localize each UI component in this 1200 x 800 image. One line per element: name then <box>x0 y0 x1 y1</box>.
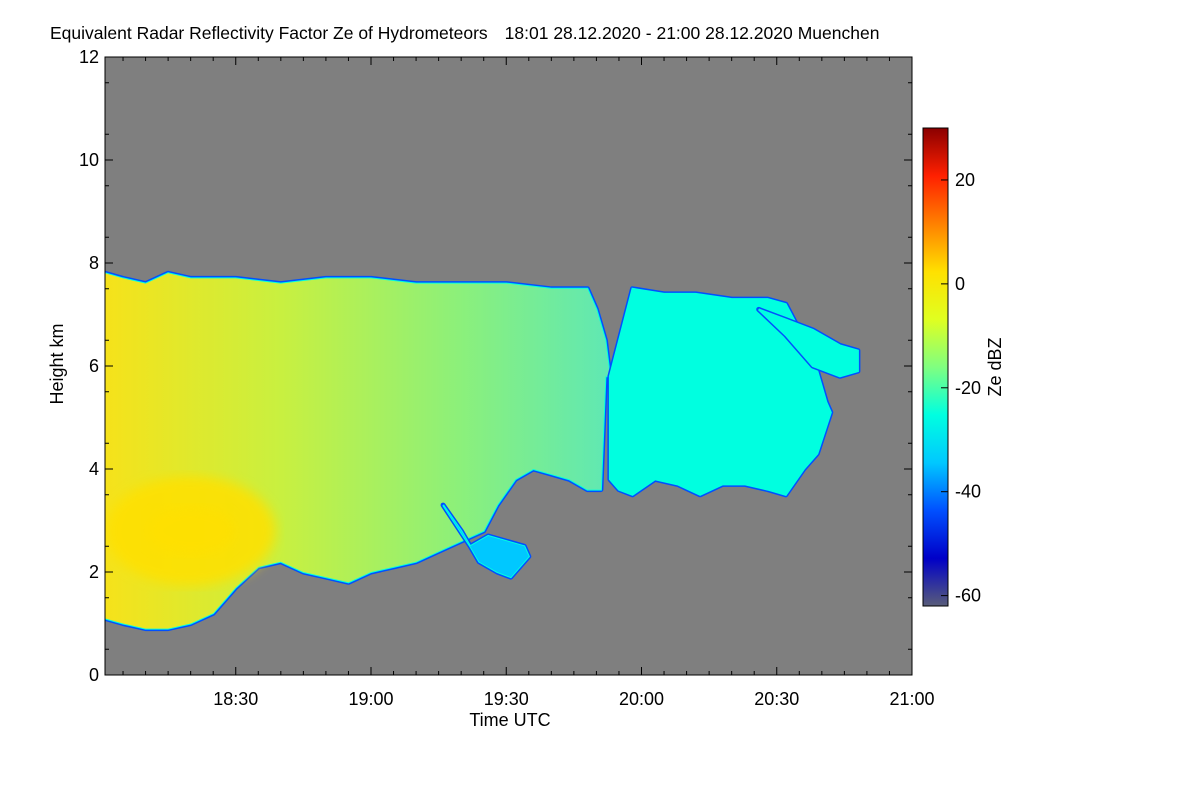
x-tick-label: 21:00 <box>889 689 934 709</box>
echo-region-virga-patch <box>443 505 529 578</box>
chart-title-main: Equivalent Radar Reflectivity Factor Ze … <box>50 23 488 43</box>
colorbar-tick-label: -20 <box>955 378 981 398</box>
x-tick-label: 19:00 <box>348 689 393 709</box>
colorbar-tick-label: -60 <box>955 586 981 606</box>
y-axis: 0 2 4 6 8 10 12 <box>79 47 912 685</box>
y-tick-label: 8 <box>89 253 99 273</box>
reflectivity-core-peak <box>145 505 236 556</box>
x-axis-label: Time UTC <box>469 710 550 730</box>
y-axis-label: Height km <box>47 323 67 404</box>
x-tick-label: 18:30 <box>213 689 258 709</box>
chart-period: 18:01 28.12.2020 - 21:00 28.12.2020 <box>505 23 793 43</box>
echo-region-upper-fringe <box>758 309 858 377</box>
colorbar-tick-label: -40 <box>955 482 981 502</box>
colorbar-tick-label: 20 <box>955 170 975 190</box>
chart-location: Muenchen <box>798 23 880 43</box>
y-tick-label: 6 <box>89 356 99 376</box>
x-tick-label: 19:30 <box>484 689 529 709</box>
x-tick-label: 20:00 <box>619 689 664 709</box>
y-tick-label: 12 <box>79 47 99 67</box>
y-tick-label: 4 <box>89 459 99 479</box>
echo-layer <box>105 270 861 632</box>
x-axis: 18:30 19:00 19:30 20:00 20:30 21:00 <box>122 57 935 709</box>
y-tick-label: 0 <box>89 665 99 685</box>
colorbar-ticks: -60 -40 -20 0 20 <box>941 170 981 606</box>
colorbar-tick-label: 0 <box>955 274 965 294</box>
y-tick-label: 2 <box>89 562 99 582</box>
colorbar-frame <box>922 127 949 607</box>
x-tick-label: 20:30 <box>754 689 799 709</box>
echo-region-eastern-cloud <box>609 288 831 495</box>
chart-title: Equivalent Radar Reflectivity Factor Ze … <box>50 23 879 43</box>
y-tick-label: 10 <box>79 150 99 170</box>
colorbar-label: Ze dBZ <box>985 337 1005 396</box>
colorbar <box>923 128 948 606</box>
